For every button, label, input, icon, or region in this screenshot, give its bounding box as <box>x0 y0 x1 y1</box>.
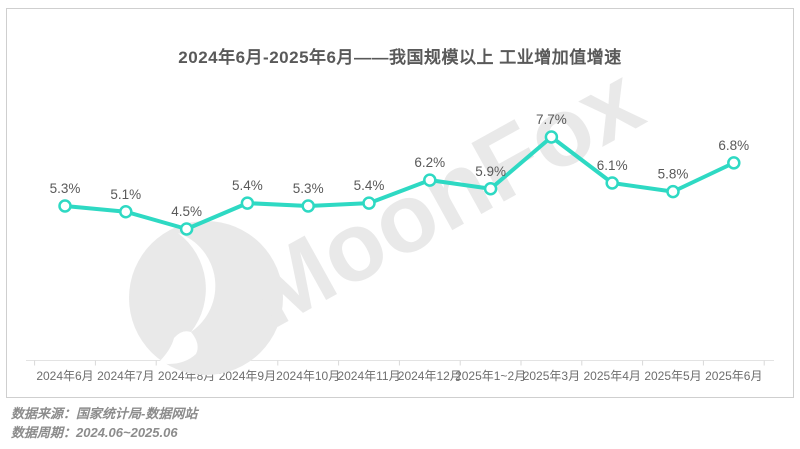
data-point-label: 5.9% <box>475 164 506 179</box>
data-point-label: 6.8% <box>718 138 749 153</box>
x-axis-label: 2024年6月 <box>36 369 93 383</box>
watermark-text: MoonFox <box>229 44 659 348</box>
data-point-marker <box>362 196 376 210</box>
x-axis-label: 2025年6月 <box>705 369 762 383</box>
data-point-label: 6.1% <box>597 158 628 173</box>
data-point-marker <box>240 196 255 210</box>
data-point-label: 5.3% <box>293 181 324 196</box>
x-axis-label: 2024年12月 <box>398 369 462 383</box>
data-point-label: 5.1% <box>110 187 141 202</box>
chart-frame: 2024年6月-2025年6月——我国规模以上 工业增加值增速 <box>6 8 794 398</box>
watermark: MoonFox <box>129 44 659 375</box>
data-point-marker <box>666 184 680 199</box>
data-point-marker <box>179 222 194 236</box>
x-axis-label: 2024年9月 <box>219 369 276 383</box>
moon-crescent-cutout <box>178 233 216 332</box>
data-point-marker <box>483 182 498 196</box>
x-axis-label: 2025年5月 <box>644 369 701 383</box>
x-axis: 2024年6月 2024年7月 2024年8月 2024年9月 2024年10月2024… <box>26 360 774 383</box>
data-point-marker <box>544 130 559 144</box>
data-point-label: 5.3% <box>50 181 81 196</box>
x-axis-label: 2024年11月 <box>337 369 400 383</box>
data-point-marker <box>301 199 315 213</box>
data-point-label: 5.4% <box>354 178 385 193</box>
data-point-label: 4.5% <box>171 204 202 219</box>
moon-tail-cutout <box>158 331 198 364</box>
data-point-label: 5.8% <box>658 167 689 182</box>
x-axis-label: 2024年10月 <box>276 369 340 383</box>
series-line <box>63 135 736 231</box>
data-point-label: 5.4% <box>232 178 263 193</box>
data-period-note: 数据周期：2024.06~2025.06 <box>11 425 178 440</box>
data-point-label: 6.2% <box>414 155 445 170</box>
x-axis-label: 2025年4月 <box>584 369 641 383</box>
x-axis-label: 2024年7月 <box>97 369 154 383</box>
data-point-label: 7.7% <box>536 112 567 127</box>
data-point-marker <box>58 199 72 213</box>
x-axis-label: 2025年3月 <box>523 369 580 383</box>
data-point-marker <box>423 173 437 187</box>
x-axis-label: 2025年1~2月 <box>455 369 526 383</box>
data-point-marker <box>119 205 133 219</box>
moon-logo-icon <box>129 221 283 375</box>
data-source-note: 数据来源：国家统计局-数据网站 <box>11 406 198 421</box>
data-point-marker <box>605 176 619 190</box>
chart-title: 2024年6月-2025年6月——我国规模以上 工业增加值增速 <box>178 48 622 67</box>
data-point-marker <box>727 156 741 170</box>
line-series: 5.3% 5.1% 4.5% 5.4% 5.3% 5.4% 6.2% 5.9% 7.7% 6.1%… <box>50 112 749 236</box>
chart-footer: 数据来源：国家统计局-数据网站 数据周期：2024.06~2025.06 <box>11 404 197 442</box>
